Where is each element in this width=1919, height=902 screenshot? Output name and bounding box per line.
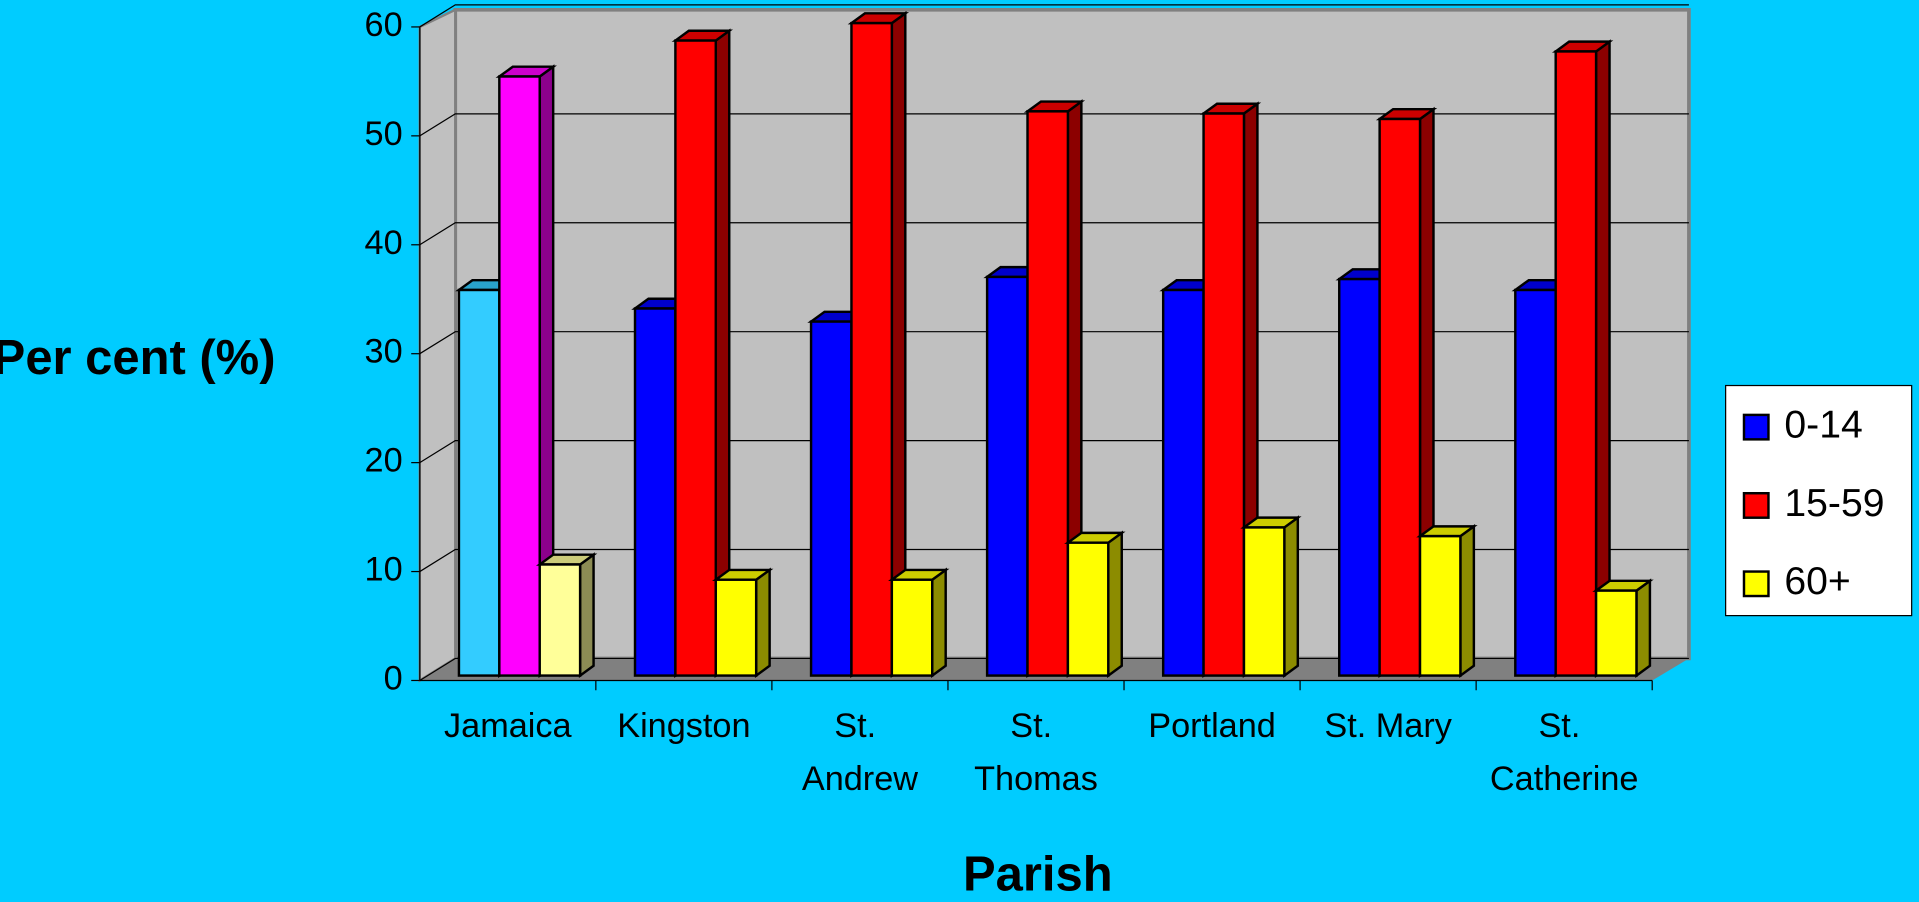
bar-front (498, 75, 541, 677)
bars (455, 10, 1654, 678)
x-tick-label: St. Andrew (802, 707, 918, 798)
bar-front (1554, 50, 1598, 677)
bar-side (578, 552, 595, 678)
bar (671, 28, 734, 678)
bar-front (809, 320, 853, 677)
y-axis-title: Per cent (%) (0, 331, 275, 385)
bar (1023, 99, 1086, 678)
bar-front (890, 578, 934, 677)
bar-side (754, 567, 771, 678)
bar-front (1418, 534, 1462, 677)
x-axis-title: Parish (963, 847, 1113, 901)
bar-front (674, 39, 718, 677)
grid-line (419, 4, 1689, 28)
y-tick-label: 0 (384, 660, 403, 698)
bar-front (1378, 117, 1422, 677)
bar-front (985, 275, 1029, 677)
bar (847, 10, 910, 678)
bar-front (457, 288, 501, 677)
bar (1199, 101, 1262, 678)
bar-side (1459, 523, 1476, 678)
bar (535, 552, 598, 678)
x-tick-label: Kingston (617, 707, 750, 745)
bar (1551, 39, 1614, 678)
bar-front (1026, 110, 1070, 677)
legend-swatch (1742, 491, 1770, 519)
bar (712, 567, 774, 678)
grid-line (419, 222, 1689, 246)
x-tick-label: Portland (1148, 707, 1276, 745)
bar (1240, 515, 1302, 678)
legend-swatch (1742, 570, 1770, 598)
y-tick-label: 20 (365, 442, 403, 480)
y-tick-label: 50 (365, 115, 403, 153)
bar-side (1594, 39, 1611, 678)
y-tick-label: 30 (365, 333, 403, 371)
axes: 0 10 20 30 40 50 60 Jamaica Kingston St. Andrew St… (365, 6, 1653, 798)
bar-front (1242, 526, 1286, 677)
bar (1416, 523, 1478, 678)
bar-side (1283, 515, 1300, 678)
bar (495, 64, 557, 678)
grid-line (419, 331, 1689, 355)
y-tick-label: 10 (365, 551, 403, 589)
x-tick-label: Jamaica (444, 707, 572, 745)
bar-front (538, 563, 582, 677)
grid-line (419, 113, 1689, 137)
bar-front (1514, 288, 1557, 677)
grid (419, 4, 1689, 681)
bar-front (850, 21, 894, 677)
bar-side (1635, 578, 1652, 678)
legend-items: 0-14 15-59 60+ (1742, 403, 1885, 603)
bar-side (1107, 530, 1123, 678)
bar-front (1202, 112, 1246, 677)
bar-front (1338, 277, 1381, 677)
y-tick-label: 40 (365, 224, 403, 262)
bar-side (931, 567, 947, 678)
x-tick-label: St. Mary (1324, 707, 1452, 745)
bar-front (633, 307, 677, 677)
legend-swatch (1742, 413, 1770, 441)
bar-front (1594, 589, 1638, 677)
legend-label: 60+ (1784, 560, 1850, 603)
bar (1592, 578, 1654, 678)
legend-label: 15-59 (1784, 482, 1884, 525)
bar (888, 567, 950, 678)
bar-front (1066, 541, 1110, 677)
bar-front (1161, 288, 1205, 677)
bar (1064, 530, 1126, 678)
y-tick-label: 60 (365, 6, 403, 44)
legend-label: 0-14 (1784, 403, 1862, 446)
grid-line (419, 439, 1689, 464)
bar-front (714, 578, 758, 677)
side-wall (418, 7, 457, 683)
x-tick-label: St. Thomas (974, 707, 1098, 798)
x-tick-label: St. Catherine (1490, 707, 1639, 798)
